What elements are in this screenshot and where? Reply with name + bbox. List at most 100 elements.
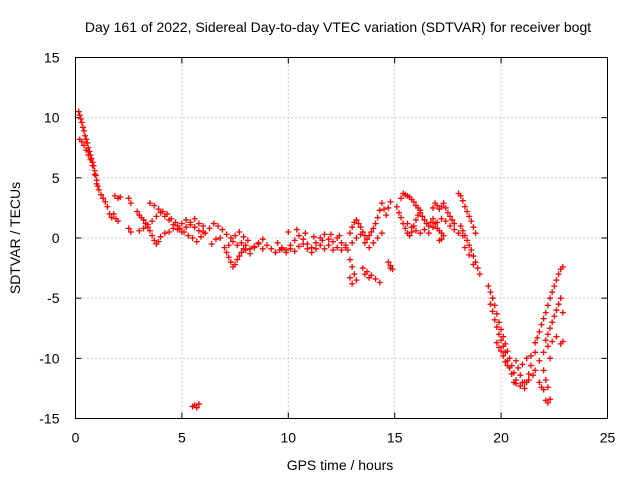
data-point-marker xyxy=(493,310,500,317)
data-point-marker xyxy=(434,219,441,226)
data-point-marker xyxy=(532,349,539,356)
data-point-marker xyxy=(527,362,534,369)
data-point-marker xyxy=(500,333,507,340)
data-point-marker xyxy=(495,319,502,326)
data-point-marker xyxy=(512,357,519,364)
x-tick-label: 0 xyxy=(72,430,80,446)
data-point-marker xyxy=(355,220,362,227)
data-point-marker xyxy=(406,232,413,239)
data-point-marker xyxy=(78,119,85,126)
data-point-marker xyxy=(312,245,319,252)
data-point-marker xyxy=(347,230,354,237)
data-point-marker xyxy=(498,326,505,333)
data-point-marker xyxy=(149,232,156,239)
data-point-marker xyxy=(168,215,175,222)
x-axis-label: GPS time / hours xyxy=(287,457,394,473)
data-point-marker xyxy=(540,367,547,374)
data-point-marker xyxy=(283,249,290,256)
data-point-marker xyxy=(387,265,394,272)
data-point-marker xyxy=(351,271,358,278)
data-point-marker xyxy=(146,227,153,234)
data-point-marker xyxy=(317,242,324,249)
data-point-marker xyxy=(215,222,222,229)
data-point-marker xyxy=(242,247,249,254)
data-point-marker xyxy=(451,226,458,233)
data-point-marker xyxy=(457,192,464,199)
data-point-marker xyxy=(157,233,164,240)
y-tick-label: 15 xyxy=(44,50,60,66)
data-point-marker xyxy=(366,232,373,239)
data-point-marker xyxy=(327,231,334,238)
data-point-marker xyxy=(308,249,315,256)
data-point-marker xyxy=(532,339,539,346)
data-point-marker xyxy=(502,358,509,365)
data-point-marker xyxy=(151,202,158,209)
data-point-marker xyxy=(412,216,419,223)
data-point-marker xyxy=(223,249,230,256)
data-point-marker xyxy=(381,206,388,213)
data-point-marker xyxy=(193,404,200,411)
data-point-marker xyxy=(164,210,171,217)
data-point-marker xyxy=(427,219,434,226)
data-point-marker xyxy=(536,328,543,335)
data-point-marker xyxy=(542,337,549,344)
data-point-marker xyxy=(183,224,190,231)
data-point-marker xyxy=(398,214,405,221)
data-point-marker xyxy=(259,236,266,243)
data-point-marker xyxy=(374,235,381,241)
data-point-marker xyxy=(449,216,456,223)
data-point-marker xyxy=(366,274,373,281)
data-point-marker xyxy=(77,115,84,122)
data-point-marker xyxy=(159,208,166,215)
data-point-marker xyxy=(244,237,251,244)
data-point-marker xyxy=(140,216,147,223)
data-point-marker xyxy=(104,203,111,210)
data-point-marker xyxy=(544,399,551,406)
data-point-marker xyxy=(372,275,379,282)
data-point-marker xyxy=(88,155,95,162)
data-point-marker xyxy=(553,333,560,340)
data-point-marker xyxy=(83,136,90,143)
data-point-marker xyxy=(347,274,354,281)
data-point-marker xyxy=(208,241,215,248)
data-point-marker xyxy=(225,254,232,261)
data-point-marker xyxy=(98,191,105,198)
data-point-marker xyxy=(551,313,558,320)
data-point-marker xyxy=(385,204,392,211)
data-point-marker xyxy=(76,112,83,119)
data-point-marker xyxy=(368,228,375,235)
data-point-marker xyxy=(319,237,326,244)
data-point-marker xyxy=(251,244,258,251)
data-point-marker xyxy=(117,194,124,201)
data-point-marker xyxy=(378,230,385,237)
data-point-marker xyxy=(255,241,262,248)
data-point-marker xyxy=(489,308,496,315)
data-point-marker xyxy=(153,213,160,220)
data-point-marker xyxy=(278,245,285,252)
data-point-marker xyxy=(559,263,566,270)
data-point-marker xyxy=(468,247,475,254)
data-point-marker xyxy=(353,216,360,223)
data-point-marker xyxy=(474,265,481,272)
data-point-marker xyxy=(198,233,205,240)
data-point-marker xyxy=(359,265,366,272)
data-point-marker xyxy=(410,198,417,205)
data-point-marker xyxy=(210,220,217,227)
data-point-marker xyxy=(412,227,419,234)
data-point-marker xyxy=(551,283,558,290)
data-point-marker xyxy=(349,280,356,287)
data-point-marker xyxy=(521,385,528,392)
data-point-marker xyxy=(500,352,507,359)
data-point-marker xyxy=(425,222,432,229)
data-point-marker xyxy=(338,247,345,254)
data-point-marker xyxy=(517,383,524,390)
data-point-marker xyxy=(349,224,356,231)
x-tick-label: 15 xyxy=(387,430,403,446)
data-point-marker xyxy=(195,220,202,227)
data-point-marker xyxy=(92,172,99,179)
data-point-marker xyxy=(310,233,317,240)
data-point-marker xyxy=(517,372,524,379)
data-point-marker xyxy=(470,261,477,268)
data-point-marker xyxy=(134,208,141,215)
